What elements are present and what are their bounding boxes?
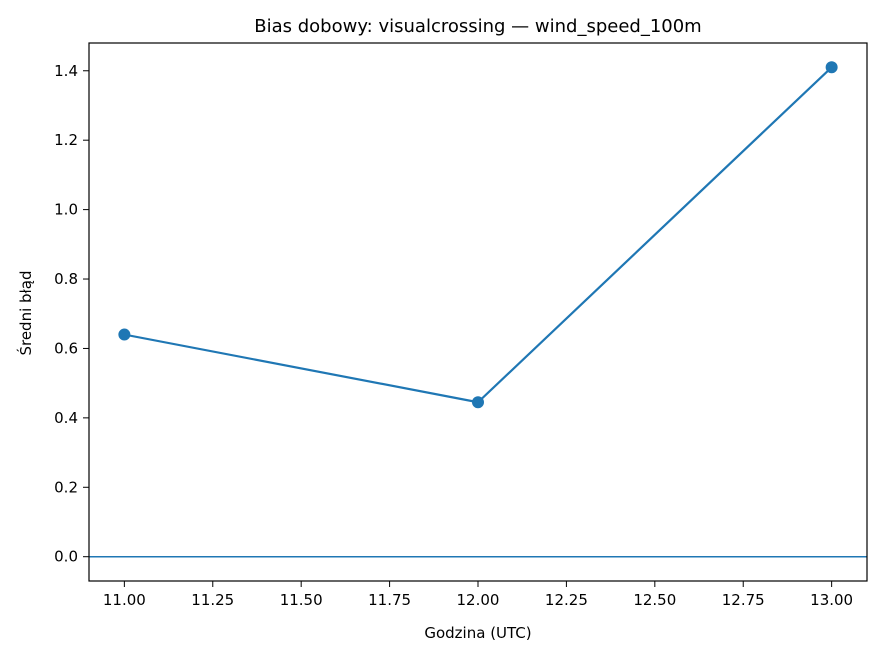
x-tick-label: 11.25 <box>191 591 234 609</box>
series-line <box>124 66 833 404</box>
x-tick-label: 11.75 <box>368 591 411 609</box>
y-tick-label: 0.4 <box>54 409 78 427</box>
x-tick-label: 11.00 <box>103 591 146 609</box>
x-tick-label: 11.50 <box>280 591 323 609</box>
x-tick-label: 12.75 <box>722 591 765 609</box>
plot-area: 11.00 11.25 11.50 11.75 12.00 12.25 12.50 12.75… <box>54 42 868 609</box>
y-axis-label: Średni błąd <box>16 270 35 355</box>
plot-frame <box>88 42 868 582</box>
data-point <box>825 61 838 74</box>
y-tick-label: 1.2 <box>54 131 78 149</box>
x-tick-label: 12.00 <box>457 591 500 609</box>
y-tick-label: 0.6 <box>54 339 78 357</box>
data-point <box>472 396 484 409</box>
y-tick-label: 1.4 <box>54 62 78 80</box>
x-tick-label: 13.00 <box>810 591 853 609</box>
y-tick-label: 0.2 <box>54 478 78 496</box>
x-axis-label: Godzina (UTC) <box>424 624 531 642</box>
x-tick-label: 12.50 <box>633 591 676 609</box>
chart-title: Bias dobowy: visualcrossing — wind_speed… <box>254 16 701 37</box>
y-tick-label: 0.8 <box>54 270 78 288</box>
y-tick-label: 0.0 <box>54 548 78 566</box>
x-tick-label: 12.25 <box>545 591 588 609</box>
data-point <box>118 328 131 341</box>
y-tick-label: 1.0 <box>54 201 78 219</box>
